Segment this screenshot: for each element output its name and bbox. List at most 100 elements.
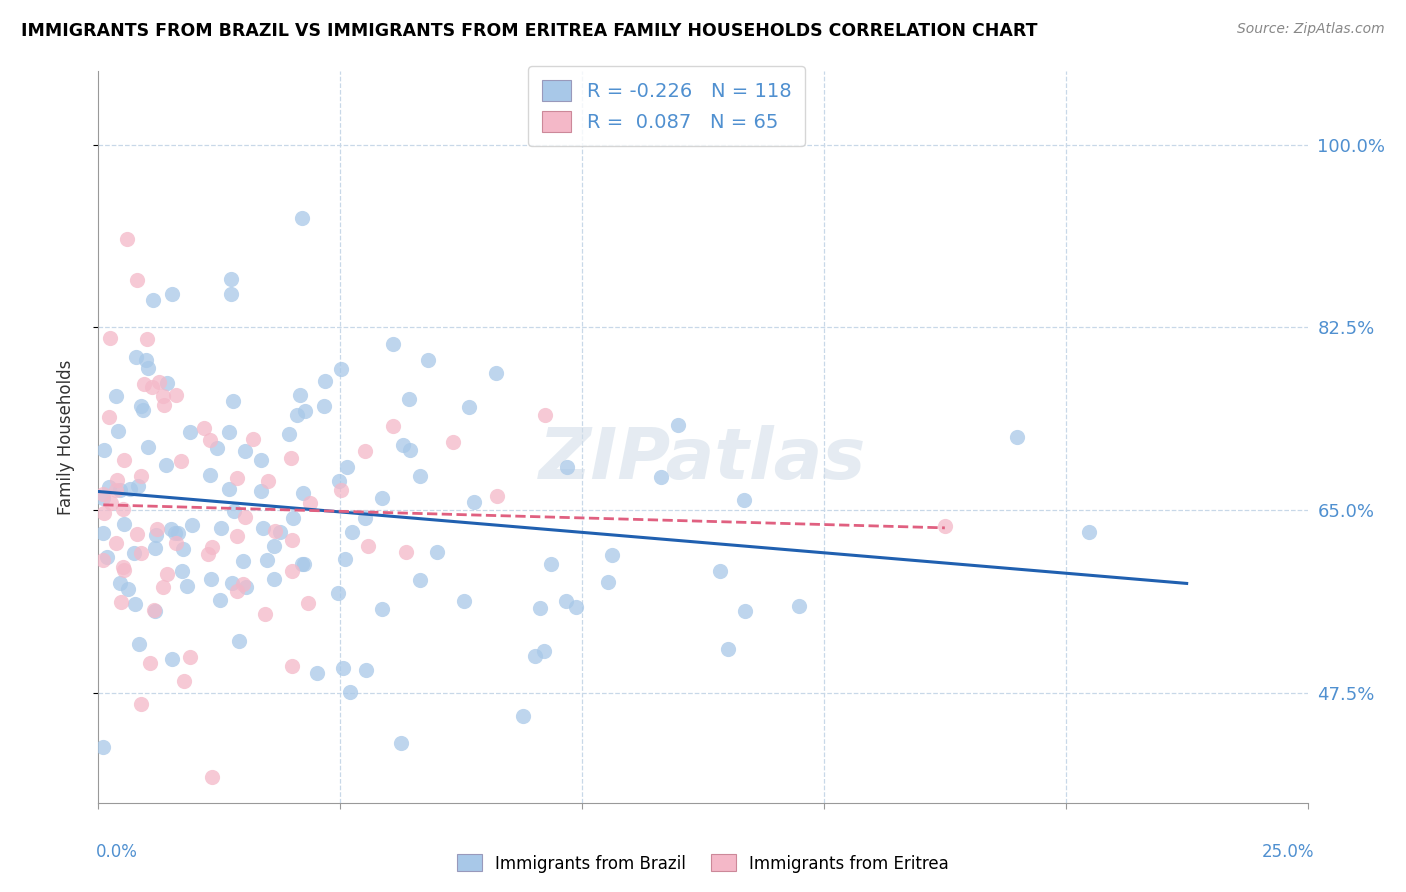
Point [104, 535, 127, 549]
Point [105, 473, 128, 487]
Point [232, 576, 254, 591]
Point [221, 394, 243, 409]
Point [329, 362, 352, 376]
Point [91, 553, 114, 567]
Point [555, 459, 578, 474]
Point [163, 525, 186, 540]
Point [91, 525, 114, 540]
Point [485, 489, 508, 503]
Point [127, 478, 149, 492]
Point [332, 661, 354, 675]
Point [288, 388, 311, 402]
Point [93, 507, 115, 521]
Point [107, 424, 129, 438]
Point [290, 211, 312, 225]
Point [264, 524, 287, 539]
Point [104, 389, 127, 403]
Point [172, 542, 194, 557]
Point [389, 736, 412, 750]
Point [326, 586, 349, 600]
Point [281, 511, 304, 525]
Point [152, 580, 174, 594]
Text: IMMIGRANTS FROM BRAZIL VS IMMIGRANTS FROM ERITREA FAMILY HOUSEHOLDS CORRELATION : IMMIGRANTS FROM BRAZIL VS IMMIGRANTS FRO… [21, 22, 1038, 40]
Point [179, 425, 201, 439]
Point [426, 545, 449, 559]
Point [221, 575, 243, 590]
Point [409, 468, 432, 483]
Point [148, 375, 170, 389]
Point [155, 458, 177, 473]
Point [201, 771, 224, 785]
Point [564, 599, 586, 614]
Text: 25.0%: 25.0% [1263, 843, 1315, 861]
Point [787, 599, 810, 614]
Point [141, 380, 163, 394]
Legend: R = -0.226   N = 118, R =  0.087   N = 65: R = -0.226 N = 118, R = 0.087 N = 65 [529, 66, 806, 145]
Point [135, 352, 157, 367]
Point [263, 539, 285, 553]
Point [523, 648, 546, 663]
Point [357, 539, 380, 553]
Point [219, 271, 242, 285]
Point [209, 521, 232, 535]
Point [292, 557, 315, 571]
Point [281, 533, 304, 548]
Point [197, 547, 219, 561]
Point [91, 491, 114, 506]
Legend: Immigrants from Brazil, Immigrants from Eritrea: Immigrants from Brazil, Immigrants from … [450, 847, 956, 880]
Point [533, 644, 555, 658]
Point [485, 366, 508, 380]
Point [105, 483, 128, 498]
Point [152, 389, 174, 403]
Point [142, 603, 165, 617]
Point [129, 469, 152, 483]
Point [200, 572, 222, 586]
Point [131, 403, 153, 417]
Point [228, 633, 250, 648]
Point [134, 376, 156, 391]
Point [392, 438, 415, 452]
Point [299, 496, 322, 510]
Point [328, 474, 350, 488]
Point [96, 550, 118, 565]
Point [91, 487, 114, 501]
Point [129, 697, 152, 711]
Point [399, 443, 422, 458]
Point [381, 336, 404, 351]
Point [112, 560, 135, 574]
Point [256, 553, 278, 567]
Point [554, 594, 576, 608]
Point [136, 440, 159, 454]
Point [98, 409, 121, 424]
Point [139, 656, 162, 670]
Point [354, 511, 377, 525]
Point [336, 460, 359, 475]
Point [280, 564, 302, 578]
Point [666, 417, 689, 432]
Point [127, 273, 149, 287]
Point [226, 528, 249, 542]
Point [117, 231, 139, 245]
Point [280, 659, 302, 673]
Point [160, 652, 183, 666]
Point [280, 450, 302, 465]
Point [165, 387, 187, 401]
Point [125, 527, 148, 541]
Point [201, 540, 224, 554]
Point [232, 554, 254, 568]
Point [200, 433, 222, 447]
Point [398, 392, 420, 406]
Point [181, 518, 204, 533]
Point [235, 510, 257, 524]
Point [93, 442, 115, 457]
Point [122, 546, 145, 560]
Point [156, 376, 179, 391]
Point [129, 546, 152, 560]
Point [165, 536, 187, 550]
Point [118, 483, 141, 497]
Point [226, 471, 249, 485]
Point [395, 545, 418, 559]
Point [242, 432, 264, 446]
Point [153, 398, 176, 412]
Point [125, 351, 148, 365]
